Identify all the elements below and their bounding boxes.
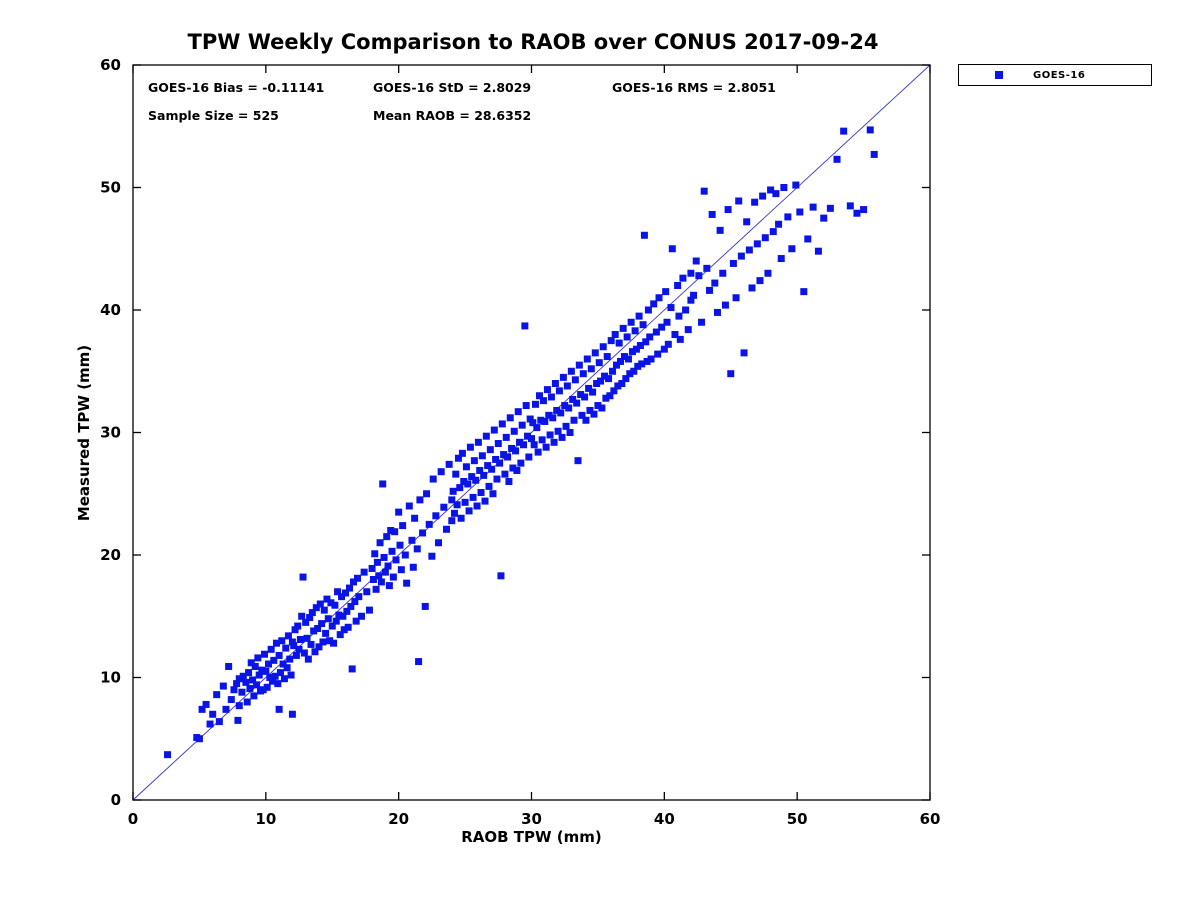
svg-text:40: 40 (654, 810, 675, 828)
annotation-bias: GOES-16 Bias = -0.11141 (148, 80, 325, 95)
annotation-mean-raob: Mean RAOB = 28.6352 (373, 108, 532, 123)
x-axis-label: RAOB TPW (mm) (461, 828, 602, 846)
svg-text:60: 60 (920, 810, 941, 828)
svg-text:50: 50 (100, 179, 121, 197)
svg-text:20: 20 (100, 546, 121, 564)
svg-text:30: 30 (521, 810, 542, 828)
annotation-sample-size: Sample Size = 525 (148, 108, 279, 123)
svg-text:60: 60 (100, 56, 121, 74)
svg-text:50: 50 (787, 810, 808, 828)
annotation-rms: GOES-16 RMS = 2.8051 (612, 80, 776, 95)
svg-text:30: 30 (100, 424, 121, 442)
svg-text:0: 0 (128, 810, 138, 828)
legend-box: GOES-16 (958, 64, 1152, 86)
svg-text:0: 0 (111, 791, 121, 809)
svg-text:10: 10 (100, 669, 121, 687)
chart-title: TPW Weekly Comparison to RAOB over CONUS… (187, 30, 879, 54)
svg-text:40: 40 (100, 301, 121, 319)
annotation-std: GOES-16 StD = 2.8029 (373, 80, 532, 95)
svg-text:20: 20 (388, 810, 409, 828)
legend-label: GOES-16 (1033, 69, 1086, 81)
svg-text:10: 10 (255, 810, 276, 828)
legend-marker-icon (995, 71, 1003, 79)
y-axis-label: Measured TPW (mm) (75, 344, 93, 522)
